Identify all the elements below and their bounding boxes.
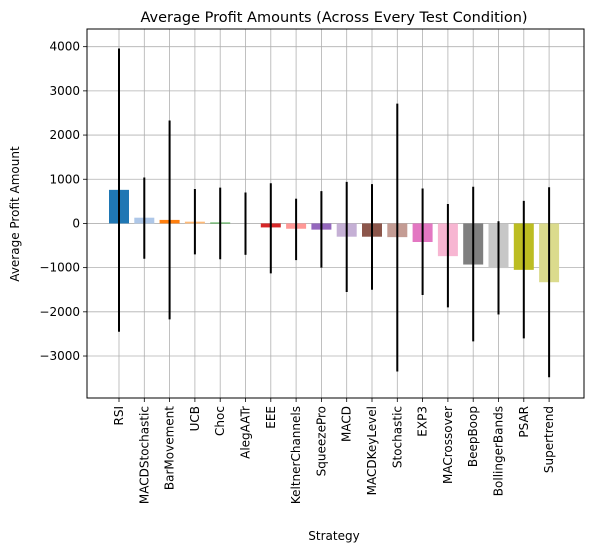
plot-area-frame [86,28,585,399]
error-bars [118,48,551,378]
chart-title: Average Profit Amounts (Across Every Tes… [140,10,527,26]
y-tick-label: −2000 [39,305,80,319]
x-tick-label: RSI [112,406,126,426]
y-axis-title: Average Profit Amount [8,146,22,282]
x-tick-label: KeltnerChannels [289,406,303,504]
x-tick-label: UCB [188,406,202,431]
x-tick-label: Stochastic [390,406,404,468]
y-tick-label: 2000 [49,128,80,142]
bars [109,189,560,283]
x-tick-label: Supertrend [542,406,556,473]
x-tick-label: BeepBoop [466,406,480,467]
x-tick-label: PSAR [517,406,531,438]
grid [87,29,584,398]
y-tick-label: −1000 [39,261,80,275]
x-axis-ticks: RSI MACDStochastic BarMovement UCB Choc AlegA… [112,398,556,504]
x-tick-label: EXP3 [416,406,430,437]
x-tick-label: AlegAATr [239,406,253,459]
x-tick-label: Choc [213,406,227,436]
x-tick-label: BollingerBands [492,406,506,496]
y-tick-label: 3000 [49,84,80,98]
x-axis-title: Strategy [308,529,359,543]
x-tick-label: BarMovement [163,406,177,490]
x-tick-label: EEE [264,406,278,429]
x-tick-label: MACrossover [441,406,455,484]
y-tick-label: 4000 [49,40,80,54]
y-tick-label: 1000 [49,172,80,186]
x-tick-label: MACDStochastic [137,406,151,504]
x-tick-label: SqueezePro [314,406,328,476]
y-tick-label: 0 [72,216,80,230]
x-tick-label: MACD [340,406,354,442]
x-tick-label: MACDKeyLevel [365,406,379,495]
y-axis-ticks: −3000 −2000 −1000 0 1000 2000 3000 4000 [39,40,87,363]
y-tick-label: −3000 [39,349,80,363]
